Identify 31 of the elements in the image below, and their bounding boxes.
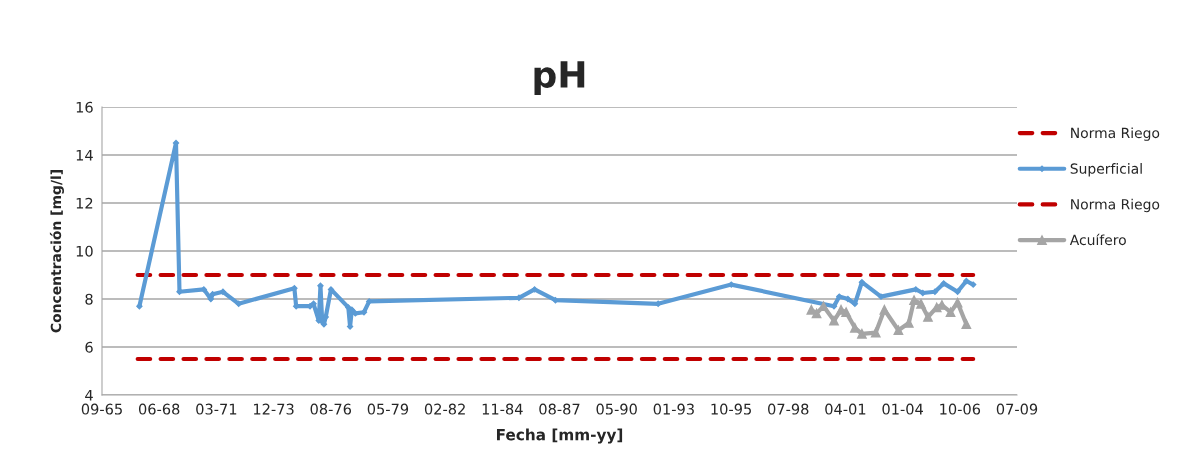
x-tick-label: 01-04 xyxy=(882,403,923,415)
legend-label: Norma Riego xyxy=(1071,127,1160,141)
x-tick-label: 06-68 xyxy=(138,403,180,415)
x-tick-label: 05-79 xyxy=(367,403,409,415)
x-tick-label: 02-82 xyxy=(424,403,465,415)
x-tick-label: 08-87 xyxy=(539,403,580,415)
y-tick-label: 4 xyxy=(85,389,93,401)
x-tick-label: 07-98 xyxy=(768,403,809,415)
x-tick-label: 01-93 xyxy=(653,403,694,415)
y-tick-label: 8 xyxy=(85,293,93,305)
x-tick-label: 11-84 xyxy=(482,403,523,415)
y-tick-label: 12 xyxy=(76,197,93,209)
legend-label: Acuífero xyxy=(1069,233,1126,246)
x-tick-label: 05-90 xyxy=(596,403,637,415)
y-tick-label: 6 xyxy=(85,341,93,353)
legend-label: Superficial xyxy=(1070,163,1142,177)
x-axis-title: Fecha [mm-yy] xyxy=(497,428,623,444)
x-tick-label: 04-01 xyxy=(825,403,866,415)
chart-title: pH xyxy=(534,61,585,96)
x-tick-label: 12-73 xyxy=(253,403,294,415)
y-axis-title: Concentración [mg/l] xyxy=(49,170,64,333)
y-tick-label: 10 xyxy=(76,245,93,257)
x-tick-label: 10-95 xyxy=(711,403,751,415)
y-tick-label: 16 xyxy=(76,101,93,113)
x-tick-label: 03-71 xyxy=(196,403,237,415)
x-tick-label: 10-06 xyxy=(940,403,981,415)
x-tick-label: 09-65 xyxy=(81,403,122,415)
y-tick-label: 14 xyxy=(76,149,93,161)
legend-label: Norma Riego xyxy=(1071,198,1160,213)
x-tick-label: 08-76 xyxy=(310,403,352,415)
x-tick-label: 07-09 xyxy=(996,403,1038,415)
